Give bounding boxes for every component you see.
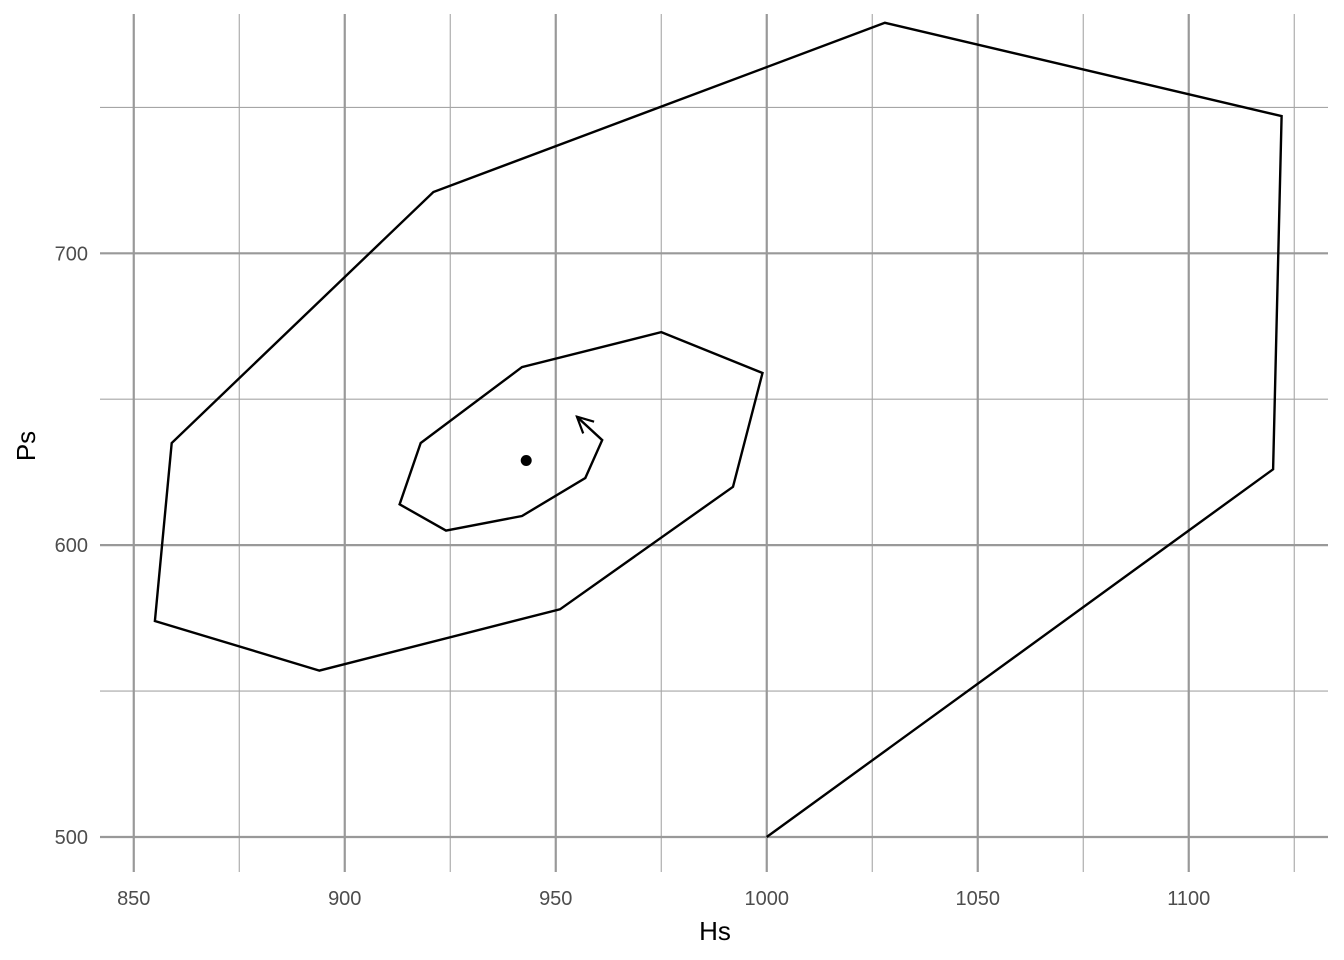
y-tick-label: 600 — [55, 535, 88, 557]
x-axis-title: Hs — [699, 916, 731, 946]
x-tick-label: 1050 — [955, 888, 1000, 910]
data-point — [520, 455, 532, 467]
series-line — [153, 21, 1283, 838]
y-tick-label: 700 — [55, 243, 88, 265]
x-tick-label: 1100 — [1167, 888, 1210, 910]
y-axis-title: Ps — [11, 431, 41, 461]
x-tick-label: 950 — [539, 888, 572, 910]
x-tick-label: 1000 — [744, 888, 789, 910]
y-tick-label: 500 — [55, 827, 88, 849]
minor-gridlines — [100, 14, 1328, 872]
x-tick-label: 850 — [117, 888, 150, 910]
x-tick-label: 900 — [328, 888, 361, 910]
x-tick-labels: 850 900 950 1000 1050 1100 — [117, 888, 1210, 910]
major-gridlines — [100, 14, 1328, 872]
y-tick-labels: 500 600 700 — [55, 243, 88, 849]
series-layer — [153, 21, 1283, 838]
marker-layer — [520, 455, 532, 467]
